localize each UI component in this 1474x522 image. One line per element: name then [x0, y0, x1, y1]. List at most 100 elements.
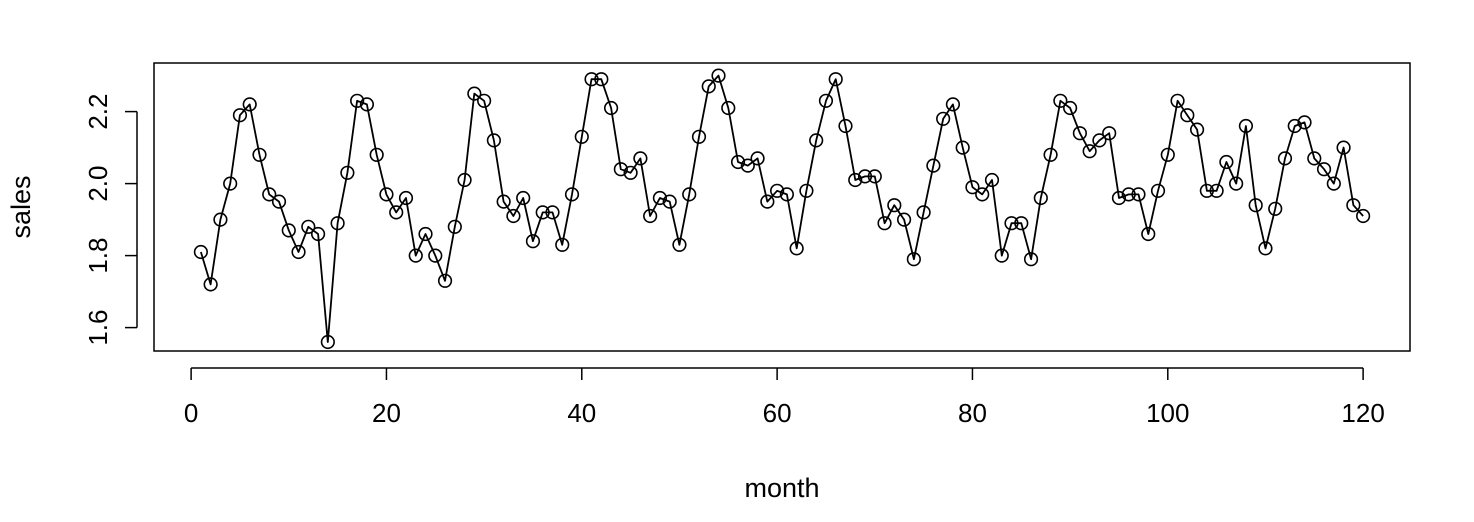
x-tick-label: 60	[763, 398, 792, 428]
data-point	[945, 97, 961, 112]
data-point	[1209, 183, 1224, 198]
data-point	[1023, 252, 1039, 267]
data-point	[887, 198, 902, 213]
data-point	[867, 169, 882, 184]
y-axis: 1.6 1.8 2.0 2.2	[83, 94, 138, 346]
data-point	[916, 205, 931, 220]
data-point	[389, 205, 404, 220]
data-point	[1277, 151, 1293, 166]
data-point	[838, 118, 853, 134]
data-point	[1229, 176, 1244, 191]
y-tick-label: 1.6	[83, 310, 113, 346]
data-point	[975, 187, 990, 202]
data-point	[770, 183, 785, 198]
data-point	[223, 176, 238, 191]
data-point	[428, 248, 443, 263]
data-point	[330, 216, 345, 231]
data-point	[359, 97, 375, 112]
data-point	[848, 172, 863, 188]
data-point	[564, 187, 580, 202]
data-point	[1258, 241, 1273, 256]
data-point	[1092, 133, 1107, 148]
data-point	[896, 212, 912, 227]
data-point	[1072, 126, 1087, 141]
data-point	[740, 158, 755, 173]
data-point	[525, 234, 541, 249]
data-point	[447, 219, 462, 234]
data-point	[1160, 147, 1175, 162]
data-point	[877, 216, 892, 231]
data-point	[623, 165, 638, 180]
data-point	[213, 212, 228, 227]
data-point	[574, 129, 589, 144]
data-point	[633, 151, 648, 166]
data-point	[652, 190, 668, 206]
data-point	[926, 158, 941, 173]
x-axis-label: month	[744, 473, 819, 503]
data-point	[252, 147, 267, 162]
y-tick-label: 2.0	[83, 166, 113, 202]
data-point	[193, 244, 208, 260]
data-point	[437, 273, 453, 288]
data-point	[906, 252, 921, 267]
data-point	[1326, 176, 1341, 191]
data-point	[320, 334, 335, 350]
data-point	[555, 237, 570, 252]
data-point	[1180, 108, 1195, 123]
data-point	[1111, 190, 1127, 206]
data-point	[379, 187, 394, 202]
data-point	[262, 187, 277, 202]
data-point	[496, 194, 511, 209]
data-point	[1102, 126, 1117, 141]
data-point	[662, 194, 677, 209]
plot-frame	[153, 62, 1411, 352]
data-point	[603, 100, 619, 116]
data-point	[1268, 201, 1283, 216]
data-point	[1170, 93, 1185, 108]
data-point	[1219, 154, 1234, 170]
data-point	[936, 111, 951, 126]
data-point	[271, 194, 287, 209]
data-point	[1150, 183, 1166, 198]
data-point	[1287, 118, 1302, 134]
data-point	[242, 97, 257, 112]
data-point	[809, 133, 824, 148]
x-tick-label: 0	[184, 398, 198, 428]
data-point	[818, 93, 834, 108]
data-point	[1346, 198, 1361, 213]
data-point	[516, 190, 531, 206]
data-point	[691, 129, 707, 144]
data-point	[984, 172, 1000, 188]
x-tick-label: 20	[372, 398, 401, 428]
data-point	[1053, 93, 1068, 108]
data-point	[730, 154, 746, 170]
data-point	[994, 248, 1009, 263]
data-point	[584, 72, 599, 87]
data-point	[672, 237, 687, 252]
data-point	[613, 162, 628, 177]
data-point	[457, 172, 472, 188]
data-point	[506, 208, 521, 224]
data-point	[1336, 140, 1351, 155]
data-point	[789, 241, 804, 256]
data-point	[477, 93, 492, 108]
data-point	[467, 86, 482, 101]
data-point	[1307, 151, 1322, 166]
data-point	[398, 190, 414, 206]
x-tick-label: 80	[958, 398, 987, 428]
data-points	[193, 68, 1371, 350]
data-point	[721, 100, 736, 116]
data-point	[291, 244, 306, 260]
data-point	[965, 180, 980, 195]
data-point	[535, 205, 550, 220]
y-tick-label: 1.8	[83, 238, 113, 274]
data-point	[1082, 144, 1097, 159]
data-point	[1141, 226, 1156, 242]
data-point	[643, 208, 658, 224]
data-point	[1121, 187, 1136, 202]
data-point	[408, 248, 423, 263]
data-point	[1063, 100, 1078, 116]
data-point	[545, 205, 560, 220]
